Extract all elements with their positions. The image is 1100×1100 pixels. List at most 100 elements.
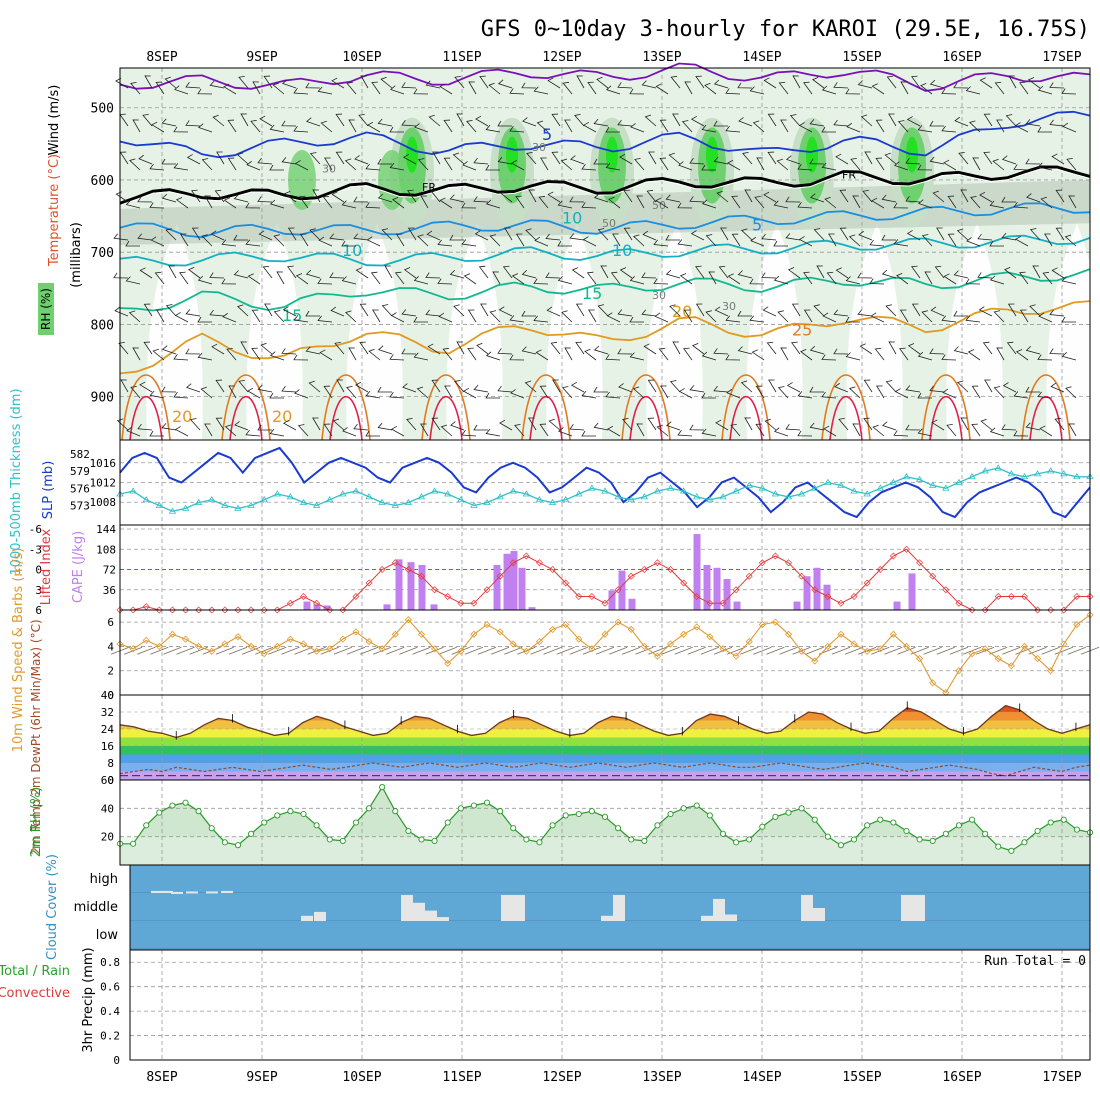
surface-wind-barb xyxy=(477,646,497,655)
thickness-point xyxy=(679,487,688,494)
wind-barb xyxy=(197,123,213,133)
rh-point xyxy=(798,805,805,812)
wind-barb xyxy=(965,315,981,323)
wind-barb xyxy=(713,120,728,127)
rh-point xyxy=(982,830,989,837)
wind-speed-point xyxy=(470,630,478,638)
wind-speed-point xyxy=(955,667,963,675)
wind-barb xyxy=(381,304,393,317)
wind-barb xyxy=(845,352,861,361)
wind-barb xyxy=(659,119,669,133)
wind-speed-point xyxy=(1020,642,1029,650)
isotherm-25 xyxy=(921,374,971,441)
wind-barb xyxy=(828,233,837,247)
wind-barb xyxy=(1013,202,1029,209)
wind-barb xyxy=(1061,276,1077,285)
lifted-index-point xyxy=(575,593,583,600)
wind-barb xyxy=(678,161,693,171)
lifted-index-point xyxy=(1020,593,1028,600)
wind-barb xyxy=(644,114,657,127)
wind-barb xyxy=(701,392,716,399)
wind-barb xyxy=(970,196,981,209)
wind-barb xyxy=(299,233,309,247)
pressure-tick-label: 800 xyxy=(91,318,114,333)
wind-barb xyxy=(875,119,885,133)
wind-barb xyxy=(161,345,177,355)
wind-speed-point xyxy=(391,630,399,638)
wind-speed-point xyxy=(916,655,924,663)
wind-barb xyxy=(320,120,333,133)
rh-point xyxy=(772,813,779,820)
contour-label: 20 xyxy=(272,407,292,426)
wind-barb xyxy=(155,81,165,95)
cloud-bar xyxy=(813,908,825,921)
wind-barb xyxy=(353,423,369,431)
wind-barb xyxy=(629,276,645,285)
lifted-index-point xyxy=(968,606,976,614)
wind-speed-point xyxy=(666,640,675,648)
wind-barb xyxy=(798,122,813,133)
wind-barb xyxy=(414,123,429,133)
wind-barb xyxy=(593,386,608,393)
wind-speed-point xyxy=(968,650,976,658)
wind-barb xyxy=(372,309,381,323)
wind-speed-point xyxy=(260,650,268,658)
wind-barb xyxy=(521,310,536,317)
wind-barb xyxy=(813,304,825,317)
cloud-background xyxy=(130,865,1090,950)
wind-barb xyxy=(641,272,657,279)
wind-barb xyxy=(402,383,417,393)
wind-barb xyxy=(797,164,813,171)
cape-bar xyxy=(893,601,901,610)
wind-barb xyxy=(348,119,357,133)
wind-barb xyxy=(899,309,909,323)
wind-barb xyxy=(560,158,573,171)
wind-barb xyxy=(632,386,645,399)
wind-barb xyxy=(479,75,489,89)
wind-barb xyxy=(497,385,513,393)
wind-barb xyxy=(1054,417,1065,431)
wind-barb xyxy=(809,386,824,393)
wind-barb xyxy=(1015,349,1029,361)
rh-point xyxy=(313,822,320,829)
wind-barb xyxy=(780,119,789,133)
wind-barb xyxy=(1025,422,1041,431)
wind-speed-point xyxy=(129,645,137,653)
wind-barb xyxy=(690,230,705,241)
lifted-tick-label: 6 xyxy=(35,604,42,617)
wind-barb xyxy=(522,117,537,127)
wind-barb xyxy=(550,341,561,355)
wind-barb xyxy=(754,195,765,209)
wind-barb xyxy=(570,155,585,165)
date-label-top: 11SEP xyxy=(442,50,481,65)
wind-barb xyxy=(1037,126,1052,133)
wind-barb xyxy=(165,304,177,317)
wind-barb xyxy=(911,75,921,89)
isotherm-25 xyxy=(721,374,771,441)
wind-barb xyxy=(359,303,369,317)
wind-barb xyxy=(701,351,717,361)
wind-barb xyxy=(335,113,345,127)
wind-barb xyxy=(749,278,765,285)
wind-barb xyxy=(282,306,297,317)
wind-barb xyxy=(1051,267,1065,279)
lifted-index-point xyxy=(535,559,543,567)
wind-barb xyxy=(551,151,561,165)
wind-barb xyxy=(943,159,957,171)
wind-barb xyxy=(766,341,777,355)
surface-wind-barb xyxy=(543,646,562,655)
wind-barb xyxy=(389,85,405,95)
wind-speed-point xyxy=(1047,667,1055,675)
wind-barb xyxy=(822,312,837,323)
wind-barb xyxy=(593,158,608,165)
wind-speed-point xyxy=(404,616,412,624)
isotherm-25 xyxy=(621,374,671,441)
surface-wind-barb xyxy=(622,646,641,655)
meteogram-panels: 8SEP 8SEP 9SEP 9SEP 10SEP 10SEP 11SEP 11SEP 12SE… xyxy=(0,50,1100,1085)
wind-barb xyxy=(294,160,309,171)
contour-label: 20 xyxy=(672,302,692,321)
wind-barb xyxy=(1040,196,1053,209)
ylabel-millibars: (millibars) xyxy=(69,222,84,288)
wind-barb xyxy=(581,430,596,437)
wind-speed-point xyxy=(365,638,373,646)
